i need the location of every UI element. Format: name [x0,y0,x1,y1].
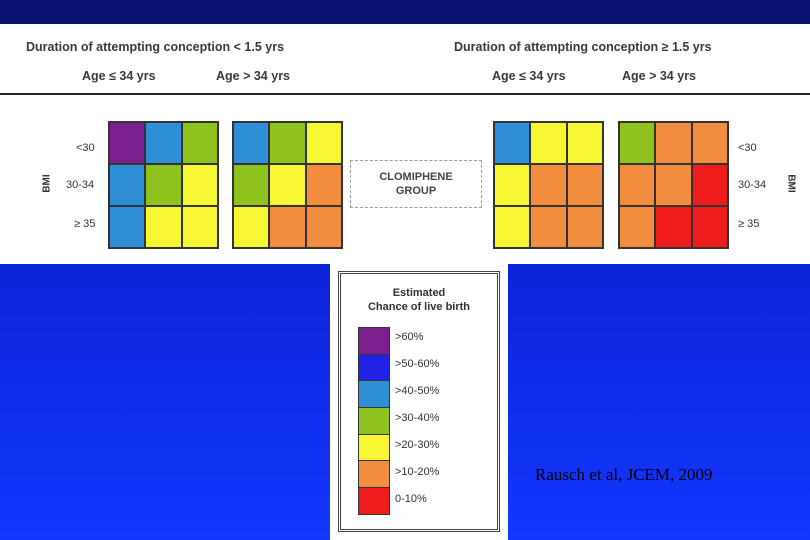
grid-cell-10-20 [270,207,305,247]
grid-cell-30-40 [234,165,269,205]
grid-cell-10-20 [656,165,691,205]
grid-cell-20-30 [234,207,269,247]
grid-cell-10-20 [306,165,341,205]
grid-short-duration-young [108,121,219,249]
legend-label-2: >50-60% [395,358,440,370]
bmi-axis-label-left: BMI [41,174,53,193]
age-old-left: Age > 34 yrs [216,69,291,83]
grid-cell-10-20 [656,123,691,163]
legend-label-7: 0-10% [395,493,427,505]
age-young-right: Age ≤ 34 yrs [492,69,566,83]
grid-cell-40-50 [110,165,145,205]
grid-cell-0-10 [656,207,691,247]
legend-label-4: >30-40% [395,412,440,424]
grid-cell-10-20 [531,165,566,205]
grid-cell-20-30 [270,165,305,205]
legend-swatch-40-50 [359,381,389,408]
grid-cell-10-20 [620,165,655,205]
header-long-duration: Duration of attempting conception ≥ 1.5 … [454,40,712,54]
bmi-row-label-left-2: 30-34 [66,179,95,191]
grid-long-duration-old [618,121,729,249]
bmi-row-label-right-1: <30 [738,142,757,154]
grid-cell-20-30 [146,207,181,247]
age-old-right: Age > 34 yrs [622,69,697,83]
legend-swatch-30-40 [359,408,389,434]
grid-cell-30-40 [270,123,305,163]
grid-cell-10-20 [620,207,655,247]
top-bar [0,0,810,24]
grid-cell-40-50 [495,123,530,163]
clomiphene-label-line2: GROUP [395,185,437,197]
grid-cell-20-30 [306,123,341,163]
legend-swatch-10-20 [359,461,389,488]
legend-label-3: >40-50% [395,385,440,397]
grid-cell-10-20 [692,123,727,163]
bmi-axis-label-right: BMI [785,174,797,193]
grid-cell-20-30 [495,207,530,247]
grid-cell-10-20 [567,207,602,247]
clomiphene-group-label: CLOMIPHENE GROUP [350,160,482,208]
legend-title: Estimated Chance of live birth [341,286,497,314]
header-short-duration: Duration of attempting conception < 1.5 … [26,40,285,54]
grid-cell-gt60 [110,123,145,163]
grid-cell-20-30 [182,165,217,205]
figure-panel: Duration of attempting conception < 1.5 … [0,24,810,264]
legend-swatch-0-10 [359,488,389,514]
bmi-row-label-left-1: <30 [76,142,95,154]
grid-cell-40-50 [234,123,269,163]
bmi-row-label-right-2: 30-34 [738,179,767,191]
header-divider [0,93,810,95]
grid-cell-20-30 [182,207,217,247]
legend-label-6: >10-20% [395,466,440,478]
citation: Rausch et al, JCEM, 2009 [535,465,713,484]
legend-title-line1: Estimated [392,287,446,299]
grid-cell-40-50 [146,123,181,163]
grid-cell-30-40 [146,165,181,205]
legend-swatch-column [358,327,390,515]
grid-short-duration-old [232,121,343,249]
age-young-left: Age ≤ 34 yrs [82,69,156,83]
grid-cell-10-20 [306,207,341,247]
legend-title-line2: Chance of live birth [367,301,471,313]
bmi-row-label-right-3: ≥ 35 [738,218,760,230]
legend: Estimated Chance of live birth >60% >50-… [338,271,500,532]
legend-swatch-gt60 [359,328,389,354]
grid-cell-40-50 [110,207,145,247]
legend-swatch-20-30 [359,434,389,461]
grid-cell-20-30 [567,123,602,163]
grid-long-duration-young [493,121,604,249]
legend-label-5: >20-30% [395,439,440,451]
grid-cell-10-20 [567,165,602,205]
clomiphene-label-line1: CLOMIPHENE [379,171,453,183]
grid-cell-20-30 [495,165,530,205]
grid-cell-0-10 [692,207,727,247]
grid-cell-20-30 [531,123,566,163]
legend-swatch-50-60 [359,354,389,381]
grid-cell-30-40 [620,123,655,163]
legend-label-1: >60% [395,331,424,343]
grid-cell-10-20 [531,207,566,247]
grid-cell-0-10 [692,165,727,205]
grid-cell-30-40 [182,123,217,163]
bmi-row-label-left-3: ≥ 35 [74,218,96,230]
